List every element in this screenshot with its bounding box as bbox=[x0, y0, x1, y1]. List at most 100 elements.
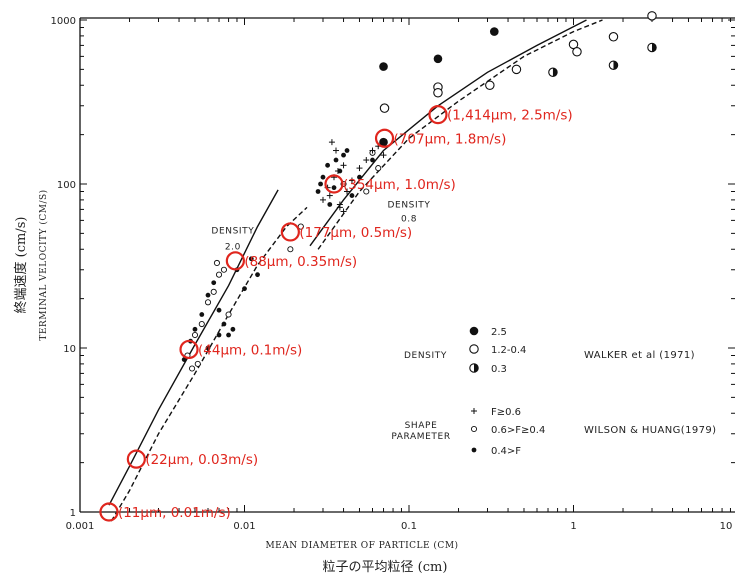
annotation-label: (354μm, 1.0m/s) bbox=[343, 177, 456, 193]
data-point-filled-large bbox=[379, 137, 388, 147]
data-point-filled bbox=[331, 185, 337, 191]
data-point-open-large bbox=[511, 64, 522, 75]
data-point-plus bbox=[363, 157, 370, 164]
data-point-filled bbox=[221, 321, 227, 327]
annotation-label: (707μm, 1.8m/s) bbox=[394, 131, 507, 147]
data-point-filled bbox=[192, 326, 198, 332]
density-curve-label: 0.8 bbox=[401, 215, 417, 225]
data-point-open-small bbox=[191, 331, 199, 339]
data-point-plus bbox=[333, 147, 340, 154]
data-point-open-small bbox=[287, 246, 294, 253]
data-point-filled bbox=[255, 272, 260, 278]
data-point-plus bbox=[328, 139, 335, 146]
density-curve-label: DENSITY bbox=[388, 200, 431, 210]
legend-shape-label: 0.4>F bbox=[491, 446, 521, 457]
data-point-open-small bbox=[204, 299, 212, 306]
data-point-plus bbox=[340, 208, 347, 215]
data-point-open-large bbox=[485, 80, 495, 91]
fit-curves bbox=[108, 19, 603, 522]
fit-curve-dashed bbox=[317, 19, 603, 250]
data-point-open-large bbox=[608, 32, 619, 42]
x-axis-title-jp: 粒子の平均粒径 (cm) bbox=[323, 560, 448, 575]
y-tick-label: 1 bbox=[70, 508, 76, 519]
legend-marker-open-large bbox=[469, 344, 479, 354]
data-point-filled-large bbox=[379, 62, 388, 71]
data-point-filled bbox=[320, 174, 326, 180]
y-tick-label: 1000 bbox=[51, 16, 76, 27]
data-point-plus bbox=[380, 152, 387, 159]
plot-axes: 0.001 0.01 0.1 1 10 1 10 100 1000 MEAN DIAMETER O… bbox=[13, 16, 735, 575]
legend-density-ref: WALKER et al (1971) bbox=[584, 350, 695, 361]
data-point-filled bbox=[242, 286, 247, 292]
data-point-filled bbox=[325, 162, 330, 168]
data-point-half bbox=[548, 67, 558, 78]
x-tick-label: 0.01 bbox=[233, 521, 255, 532]
data-point-filled bbox=[199, 312, 205, 317]
legend-marker-half bbox=[469, 363, 479, 373]
legend-shape-title: SHAPE bbox=[405, 421, 438, 431]
data-point-plus bbox=[326, 192, 333, 199]
data-point-plus bbox=[344, 188, 351, 195]
data-point-filled bbox=[226, 332, 231, 338]
data-point-filled bbox=[205, 345, 211, 351]
x-tick-label: 0.001 bbox=[66, 521, 95, 532]
legend-marker-open-small bbox=[470, 425, 478, 433]
density-curve-label: 2.0 bbox=[225, 242, 241, 252]
annotation-label: (44μm, 0.1m/s) bbox=[198, 342, 302, 358]
data-point-open-large bbox=[572, 47, 582, 57]
data-point-filled bbox=[327, 202, 333, 207]
data-point-filled bbox=[333, 157, 339, 163]
data-point-open-small bbox=[225, 311, 232, 318]
data-point-open-small bbox=[210, 288, 217, 295]
x-tick-label: 10 bbox=[720, 521, 733, 532]
legend-density-label: 1.2-0.4 bbox=[491, 345, 526, 356]
data-point-filled bbox=[315, 189, 321, 194]
data-point-plus bbox=[336, 204, 343, 211]
legend-marker-filled bbox=[471, 447, 477, 453]
data-point-open-small bbox=[198, 320, 205, 328]
data-point-open-small bbox=[189, 365, 196, 372]
legend-density-label: 2.5 bbox=[491, 327, 507, 338]
data-point-filled bbox=[318, 181, 323, 187]
data-point-filled bbox=[341, 152, 346, 158]
data-point-filled bbox=[344, 148, 350, 153]
data-point-open-small bbox=[375, 165, 382, 172]
legend-shape-label: 0.6>F≥0.4 bbox=[491, 425, 545, 436]
data-point-plus bbox=[334, 168, 341, 175]
data-point-filled bbox=[349, 193, 355, 198]
data-point-plus bbox=[340, 162, 347, 169]
annotation-circle bbox=[374, 128, 395, 148]
data-point-filled bbox=[211, 280, 217, 286]
annotation-circle bbox=[324, 174, 344, 194]
data-point-filled bbox=[248, 256, 254, 262]
legend-shape-title-2: PARAMETER bbox=[391, 432, 450, 442]
annotation-label: (11μm, 0.01m/s) bbox=[118, 505, 231, 521]
in-plot-labels: DENSITY 2.0 DENSITY 0.8 bbox=[211, 200, 431, 252]
half-fill bbox=[552, 68, 558, 77]
legend-marker-filled-large bbox=[469, 326, 479, 336]
data-point-open-small bbox=[213, 259, 220, 267]
annotation-label: (88μm, 0.35m/s) bbox=[244, 254, 357, 270]
y-tick-label: 10 bbox=[63, 344, 76, 355]
legend-density-title: DENSITY bbox=[404, 351, 447, 361]
fit-curve-dashed bbox=[110, 206, 308, 522]
annotation-circle bbox=[179, 339, 199, 360]
y-axis-title-jp: 終端速度 (cm/s) bbox=[13, 217, 29, 314]
data-point-filled bbox=[357, 174, 362, 180]
annotation-label: (177μm, 0.5m/s) bbox=[299, 225, 412, 241]
circled-annotations: (11μm, 0.01m/s) (22μm, 0.03m/s) (44μm, 0.1… bbox=[99, 104, 573, 522]
data-point-open-large bbox=[379, 103, 390, 113]
data-point-filled-large bbox=[489, 27, 499, 36]
data-point-open-small bbox=[194, 360, 201, 367]
x-tick-label: 1 bbox=[570, 521, 576, 532]
data-point-filled-large bbox=[433, 54, 443, 64]
data-point-open-large bbox=[433, 88, 443, 98]
legend: DENSITY 2.5 1.2-0.4 0.3 WALKER et al (1971) S… bbox=[391, 326, 716, 457]
annotation-circle bbox=[225, 251, 245, 271]
data-point-plus bbox=[369, 147, 376, 154]
annotation-circle bbox=[428, 104, 448, 125]
density-curve-label: DENSITY bbox=[211, 226, 254, 236]
half-fill bbox=[613, 61, 618, 70]
data-point-open-small bbox=[220, 266, 227, 273]
